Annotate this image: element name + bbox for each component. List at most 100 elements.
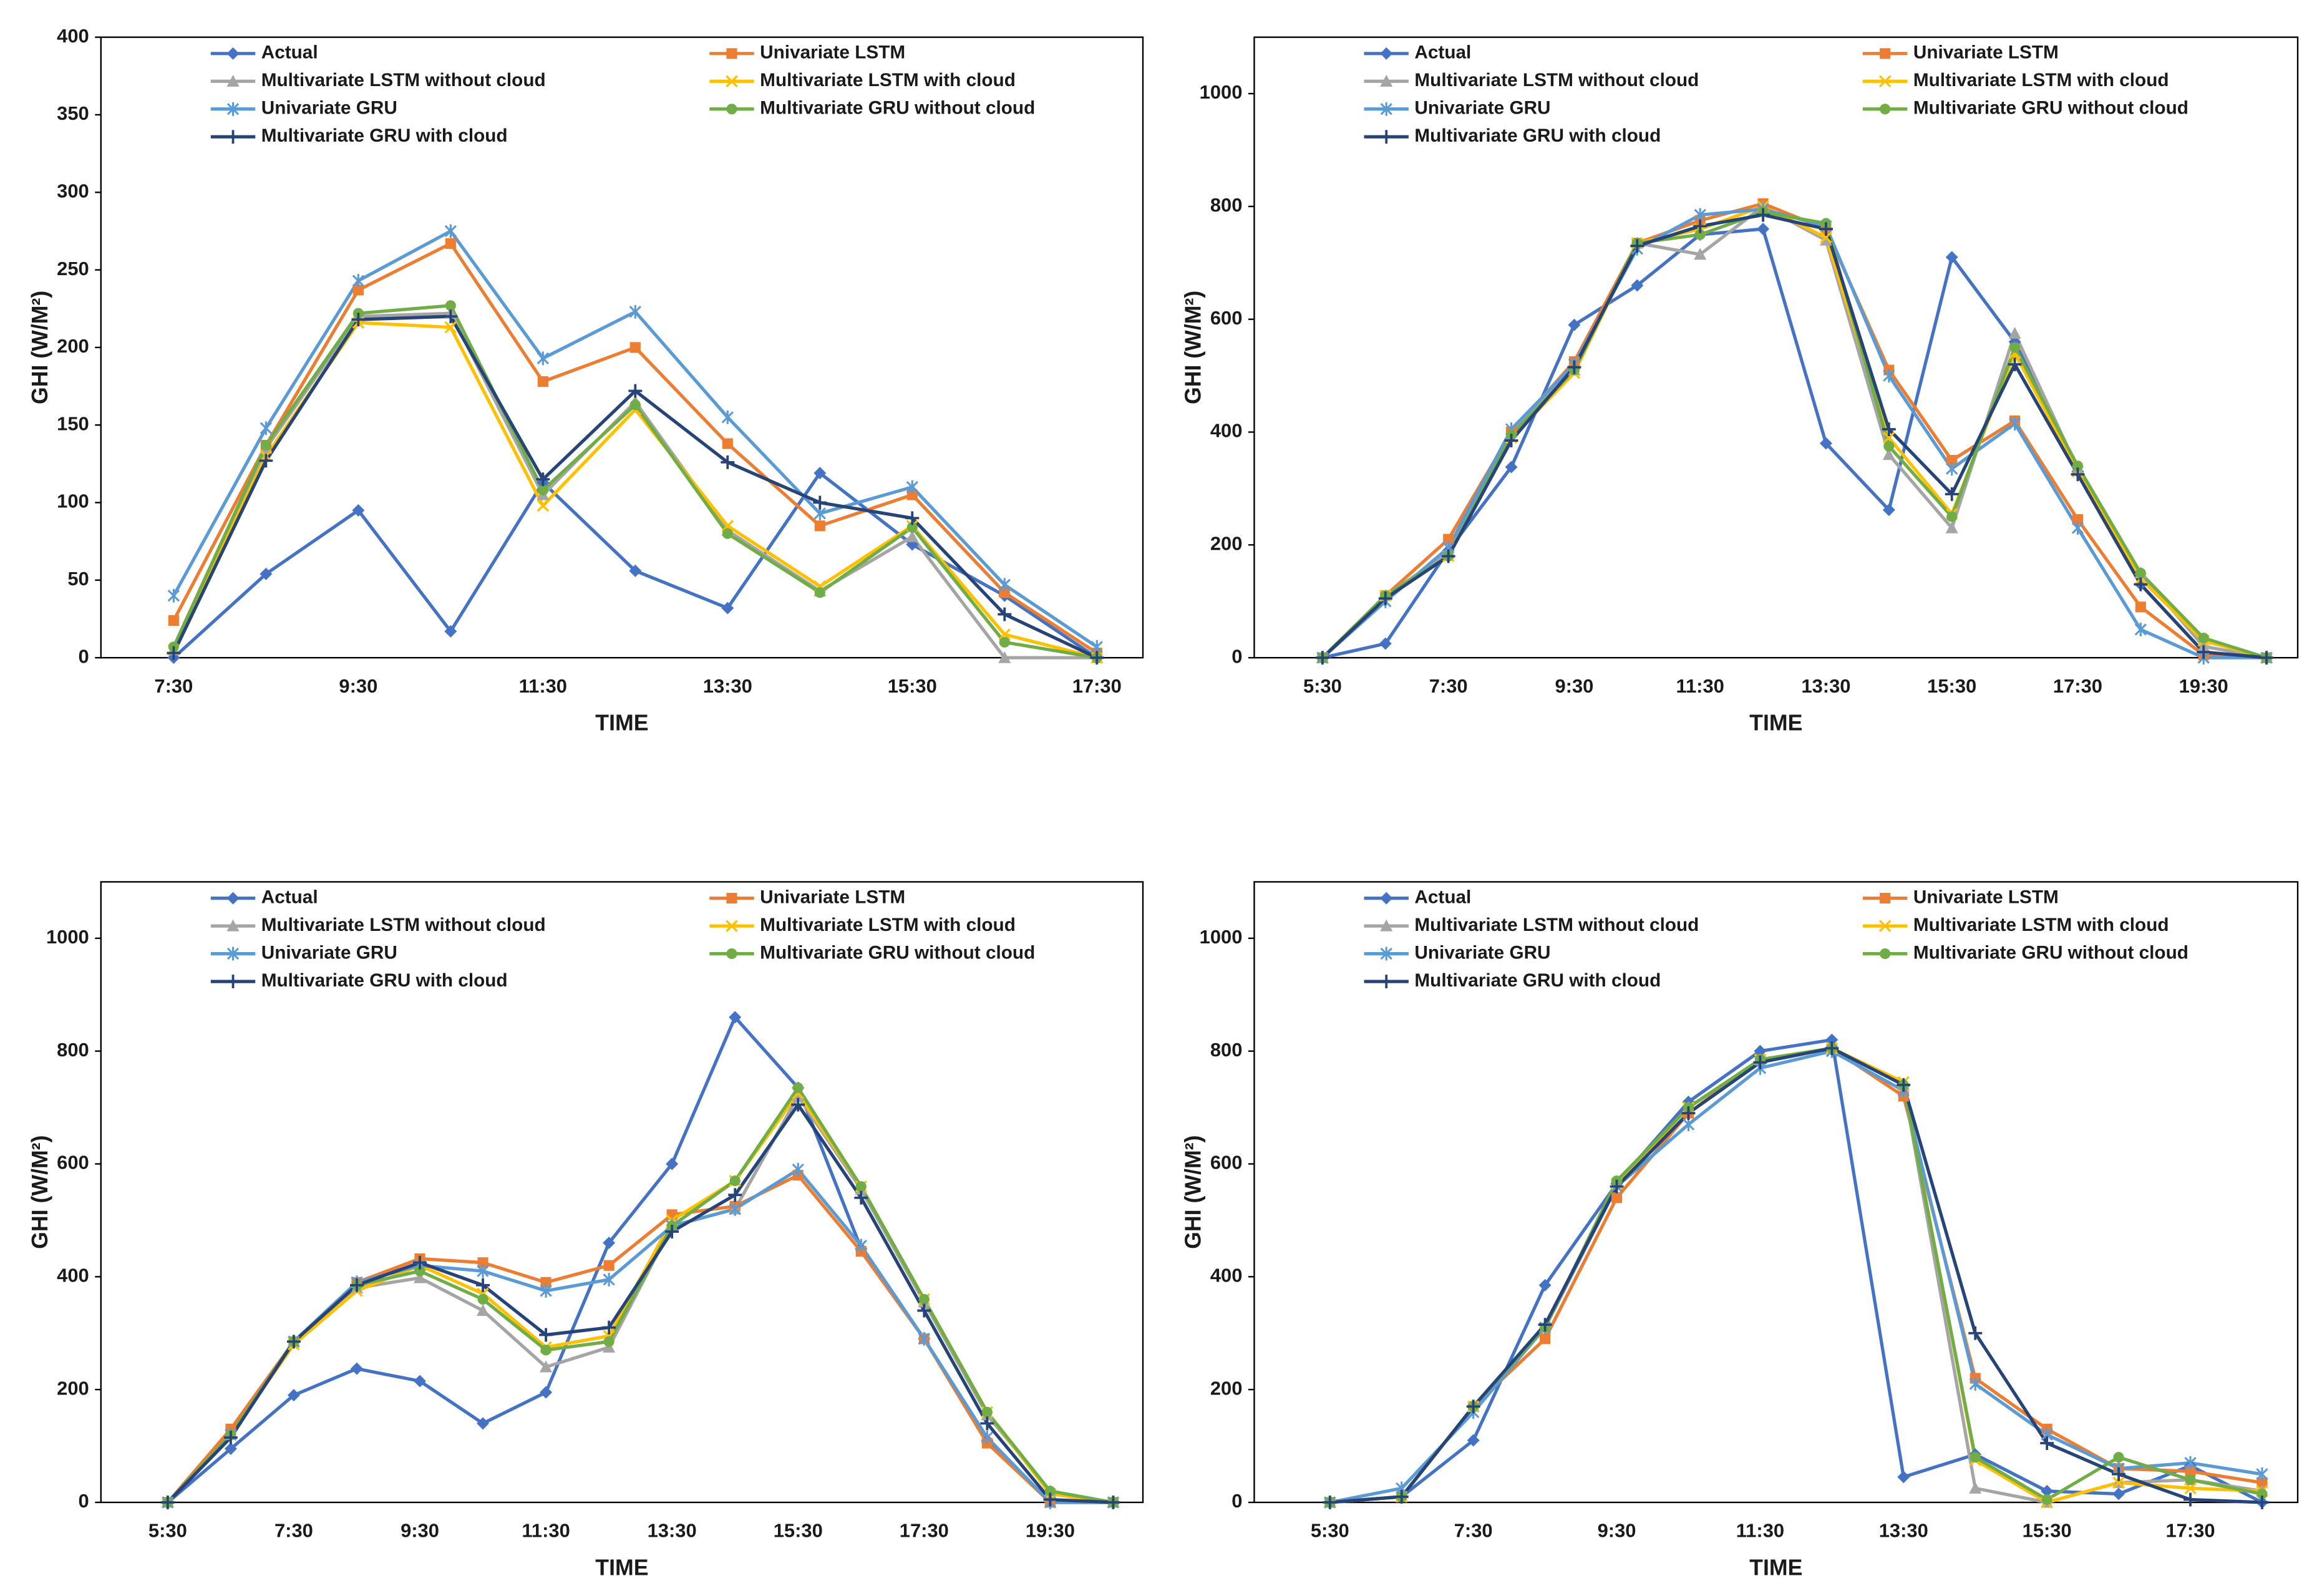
marker xyxy=(854,1190,868,1205)
marker xyxy=(476,1278,490,1292)
marker xyxy=(350,1278,364,1292)
x-tick-label: 5:30 xyxy=(1303,675,1342,697)
x-tick-label: 13:30 xyxy=(1801,675,1850,697)
marker xyxy=(414,1265,425,1277)
marker xyxy=(813,495,827,510)
marker xyxy=(2256,1467,2268,1481)
marker xyxy=(981,1431,994,1444)
marker xyxy=(2113,1452,2124,1463)
marker xyxy=(1880,104,1891,115)
marker xyxy=(1044,1486,1056,1497)
marker xyxy=(1945,521,1958,533)
marker xyxy=(726,104,737,115)
marker xyxy=(540,1277,551,1288)
marker xyxy=(1611,1192,1623,1204)
marker xyxy=(792,1089,805,1102)
marker xyxy=(2071,467,2085,482)
marker xyxy=(1880,893,1891,904)
y-axis-title: GHI (W/M²) xyxy=(1181,291,1206,404)
marker xyxy=(160,1496,175,1509)
legend-label: Multivariate LSTM with cloud xyxy=(1913,915,2169,935)
marker xyxy=(1441,549,1455,563)
x-tick-label: 15:30 xyxy=(888,675,937,697)
y-tick-label: 0 xyxy=(1231,645,1242,667)
marker xyxy=(918,1331,930,1346)
marker xyxy=(1880,48,1891,59)
marker xyxy=(729,1175,741,1187)
legend-label: Multivariate LSTM without cloud xyxy=(261,70,546,90)
x-tick-label: 7:30 xyxy=(1429,675,1468,697)
x-tick-label: 7:30 xyxy=(1454,1520,1493,1542)
legend-label: Multivariate GRU with cloud xyxy=(261,970,508,991)
marker xyxy=(2198,632,2209,644)
marker xyxy=(537,351,549,366)
marker xyxy=(855,1181,867,1192)
marker xyxy=(2134,577,2148,591)
marker xyxy=(1878,75,1892,88)
marker xyxy=(1378,591,1392,606)
marker xyxy=(226,892,240,905)
marker xyxy=(2255,1496,2269,1509)
x-axis-title: TIME xyxy=(1749,1555,1802,1580)
marker xyxy=(981,1406,993,1418)
legend-label: Multivariate LSTM with cloud xyxy=(1913,70,2169,90)
x-tick-label: 11:30 xyxy=(522,1520,570,1542)
y-tick-label: 150 xyxy=(57,412,89,434)
marker xyxy=(259,454,273,468)
marker xyxy=(1443,533,1454,545)
marker xyxy=(2260,651,2274,665)
marker xyxy=(540,1283,552,1298)
marker xyxy=(477,1304,490,1316)
marker xyxy=(1681,1106,1696,1121)
marker xyxy=(999,587,1010,598)
legend-label: Actual xyxy=(261,42,318,63)
marker xyxy=(603,1336,614,1347)
marker xyxy=(2008,326,2021,339)
marker xyxy=(2041,1484,2054,1497)
marker xyxy=(226,74,240,87)
plot-area xyxy=(1253,881,2299,1504)
y-tick-label: 1000 xyxy=(46,926,89,948)
marker xyxy=(917,1303,931,1318)
marker xyxy=(1610,1179,1624,1194)
plot-area xyxy=(1253,36,2299,659)
x-tick-label: 11:30 xyxy=(1736,1520,1784,1542)
marker xyxy=(1819,233,1832,246)
y-tick-label: 200 xyxy=(57,335,89,357)
x-tick-label: 13:30 xyxy=(1879,1520,1928,1542)
legend-label: Multivariate LSTM with cloud xyxy=(760,915,1016,935)
marker xyxy=(998,578,1011,592)
marker xyxy=(352,274,365,288)
marker xyxy=(1540,1333,1551,1345)
x-axis-title: TIME xyxy=(1749,711,1802,736)
marker xyxy=(603,1237,616,1250)
marker xyxy=(1820,231,1832,244)
marker xyxy=(286,1335,301,1349)
marker xyxy=(2112,1467,2126,1481)
y-tick-label: 1000 xyxy=(1200,81,1243,103)
x-tick-label: 15:30 xyxy=(774,1520,823,1542)
y-tick-label: 800 xyxy=(57,1039,89,1061)
marker xyxy=(1946,462,1958,476)
marker xyxy=(1825,1033,1839,1046)
marker xyxy=(226,47,240,60)
series-line xyxy=(166,1102,1114,1504)
marker xyxy=(1757,223,1770,236)
x-tick-label: 17:30 xyxy=(2053,675,2102,697)
x-tick-label: 13:30 xyxy=(703,675,752,697)
marker xyxy=(814,587,825,598)
marker xyxy=(906,522,918,533)
marker xyxy=(1968,1326,1983,1340)
marker xyxy=(603,1272,615,1287)
marker xyxy=(629,304,641,319)
marker xyxy=(1825,1041,1839,1056)
y-tick-label: 600 xyxy=(1210,1152,1243,1174)
chart-panel: 0 200 400 600 800 1000 5:30 7:30 9:30 11:30 13:30 1… xyxy=(1181,881,2299,1580)
marker xyxy=(602,1320,616,1335)
marker xyxy=(918,1293,930,1305)
marker xyxy=(444,224,457,238)
marker xyxy=(998,628,1011,641)
marker xyxy=(1380,74,1393,87)
marker xyxy=(905,511,920,525)
marker xyxy=(665,1225,679,1238)
